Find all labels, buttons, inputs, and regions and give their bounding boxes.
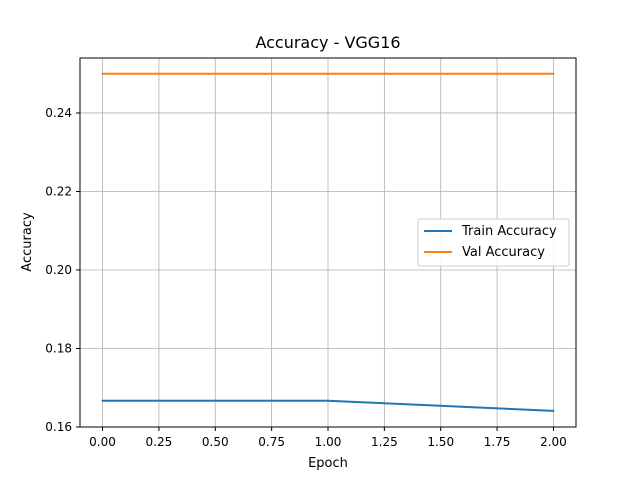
y-axis-label: Accuracy: [20, 212, 35, 272]
legend-label-train-accuracy: Train Accuracy: [461, 224, 557, 239]
series-lines: [101, 72, 555, 412]
legend-label-val-accuracy: Val Accuracy: [462, 245, 545, 260]
x-tick-label: 0.50: [202, 435, 229, 449]
x-tick-label: 0.75: [258, 435, 285, 449]
y-tick-label: 0.18: [45, 341, 72, 355]
y-tick-label: 0.16: [45, 420, 72, 434]
chart-title: Accuracy - VGG16: [255, 33, 400, 52]
x-axis-label: Epoch: [308, 456, 348, 471]
train-accuracy-line: [101, 399, 555, 412]
legend: Train Accuracy Val Accuracy: [417, 218, 570, 267]
x-tick-label: 1.75: [484, 435, 511, 449]
x-tick-label: 1.00: [315, 435, 342, 449]
grid: [80, 58, 576, 428]
x-tick-label: 2.00: [540, 435, 567, 449]
axis-ticks: 0.00 0.25 0.50 0.75 1.00 1.25 1.50 1.75 2.00 0.16…: [45, 106, 567, 449]
x-tick-label: 1.50: [427, 435, 454, 449]
y-tick-label: 0.24: [45, 106, 72, 120]
y-tick-label: 0.20: [45, 263, 72, 277]
x-tick-label: 0.00: [89, 435, 116, 449]
x-tick-label: 1.25: [371, 435, 398, 449]
y-tick-label: 0.22: [45, 184, 72, 198]
legend-box: [417, 218, 570, 267]
x-tick-label: 0.25: [146, 435, 173, 449]
